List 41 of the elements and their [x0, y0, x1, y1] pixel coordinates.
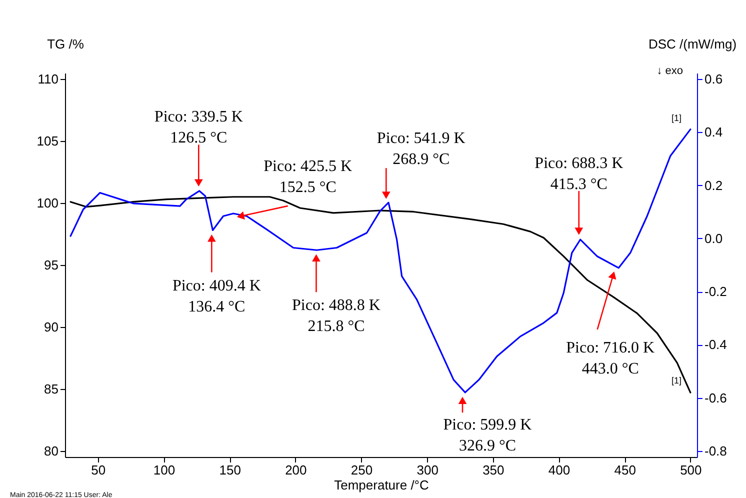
y2-tick-label: 0.0 — [704, 230, 723, 246]
annotation: Pico: 541.9 K 268.9 °C — [376, 130, 466, 168]
y2-tick-label: 0.4 — [704, 124, 723, 140]
y-tick-label: 105 — [36, 134, 58, 149]
y2-axis-title: DSC /(mW/mg) — [648, 36, 737, 52]
x-tick-label: 150 — [219, 462, 241, 478]
y-tick-label: 90 — [44, 319, 58, 334]
annotation: [1] — [671, 376, 682, 386]
x-tick-label: 200 — [285, 462, 307, 478]
x-tick-label: 400 — [548, 462, 570, 478]
x-tick-label: 450 — [614, 462, 636, 478]
line-series — [70, 128, 692, 394]
annotation: Pico: 488.8 K 215.8 °C — [292, 297, 381, 336]
y2-tick-label: -0.6 — [704, 390, 727, 406]
y-axis-title: TG /% — [47, 36, 84, 52]
x-tick-label: 300 — [416, 462, 438, 478]
annotation: Pico: 409.4 K 136.4 °C — [172, 277, 262, 316]
y2-tick-label: -0.2 — [704, 284, 727, 300]
x-tick-label: 500 — [680, 462, 702, 478]
x-tick-label: 250 — [350, 462, 373, 478]
y2-tick-label: 0.6 — [704, 72, 723, 87]
x-tick-label: 350 — [482, 462, 504, 478]
x-tick-label: 100 — [153, 462, 176, 478]
y-tick-label: 95 — [44, 258, 58, 272]
annotation: [1] — [671, 112, 682, 123]
x-axis-title: Temperature /°C — [334, 478, 429, 492]
annotation: Pico: 716.0 K 443.0 °C — [566, 339, 656, 378]
line-series — [70, 196, 692, 394]
annotation: Pico: 599.9 K 326.9 °C — [443, 416, 532, 455]
y-tick-label: 85 — [44, 381, 58, 396]
y-tick-label: 110 — [38, 72, 58, 87]
annotation: Pico: 425.5 K 152.5 °C — [264, 158, 353, 196]
annotation: Pico: 339.5 K 126.5 °C — [154, 108, 244, 147]
y2-tick-label: 0.2 — [704, 178, 723, 193]
y-tick-label: 100 — [36, 196, 58, 211]
annotation: ↓ exo — [656, 65, 683, 77]
y2-tick-label: -0.8 — [704, 443, 727, 458]
x-tick-label: 50 — [91, 462, 106, 478]
annotation: Pico: 688.3 K 415.3 °C — [534, 154, 624, 193]
y2-tick-label: -0.4 — [704, 337, 727, 352]
y-tick-label: 80 — [44, 443, 58, 458]
